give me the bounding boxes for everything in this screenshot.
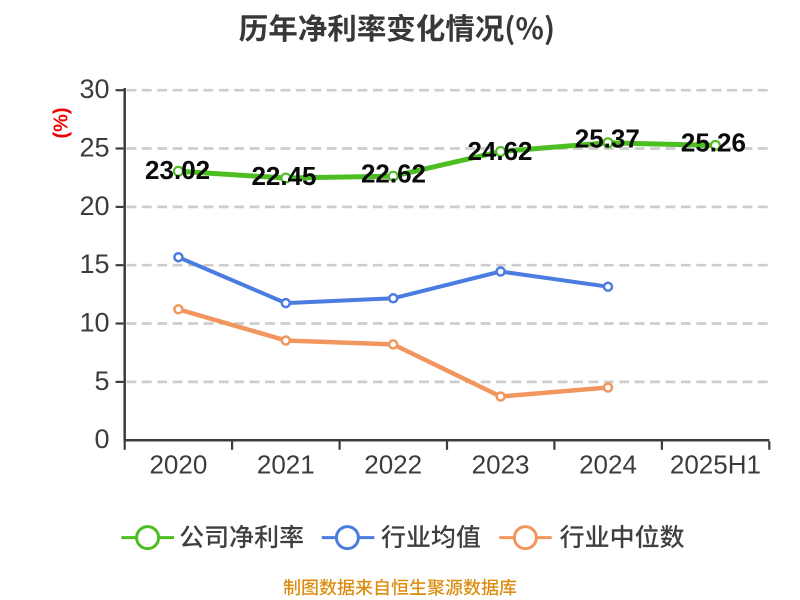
svg-text:25.26: 25.26 (681, 128, 746, 158)
svg-text:22.62: 22.62 (361, 158, 426, 188)
svg-text:22.45: 22.45 (251, 161, 316, 191)
svg-text:(%): (%) (51, 107, 73, 138)
svg-text:0: 0 (94, 424, 109, 454)
svg-text:2020: 2020 (149, 450, 207, 480)
svg-text:2024: 2024 (579, 450, 637, 480)
svg-text:25: 25 (79, 132, 109, 162)
svg-text:15: 15 (79, 249, 109, 279)
svg-text:25.37: 25.37 (575, 123, 640, 153)
svg-text:20: 20 (79, 191, 109, 221)
svg-text:10: 10 (79, 307, 109, 337)
svg-text:2021: 2021 (257, 450, 315, 480)
svg-text:30: 30 (79, 74, 109, 104)
svg-text:2023: 2023 (472, 450, 530, 480)
svg-text:24.62: 24.62 (467, 136, 532, 166)
svg-text:2025H1: 2025H1 (670, 450, 761, 480)
svg-text:5: 5 (94, 366, 109, 396)
svg-text:2022: 2022 (364, 450, 422, 480)
svg-text:23.02: 23.02 (145, 155, 210, 185)
